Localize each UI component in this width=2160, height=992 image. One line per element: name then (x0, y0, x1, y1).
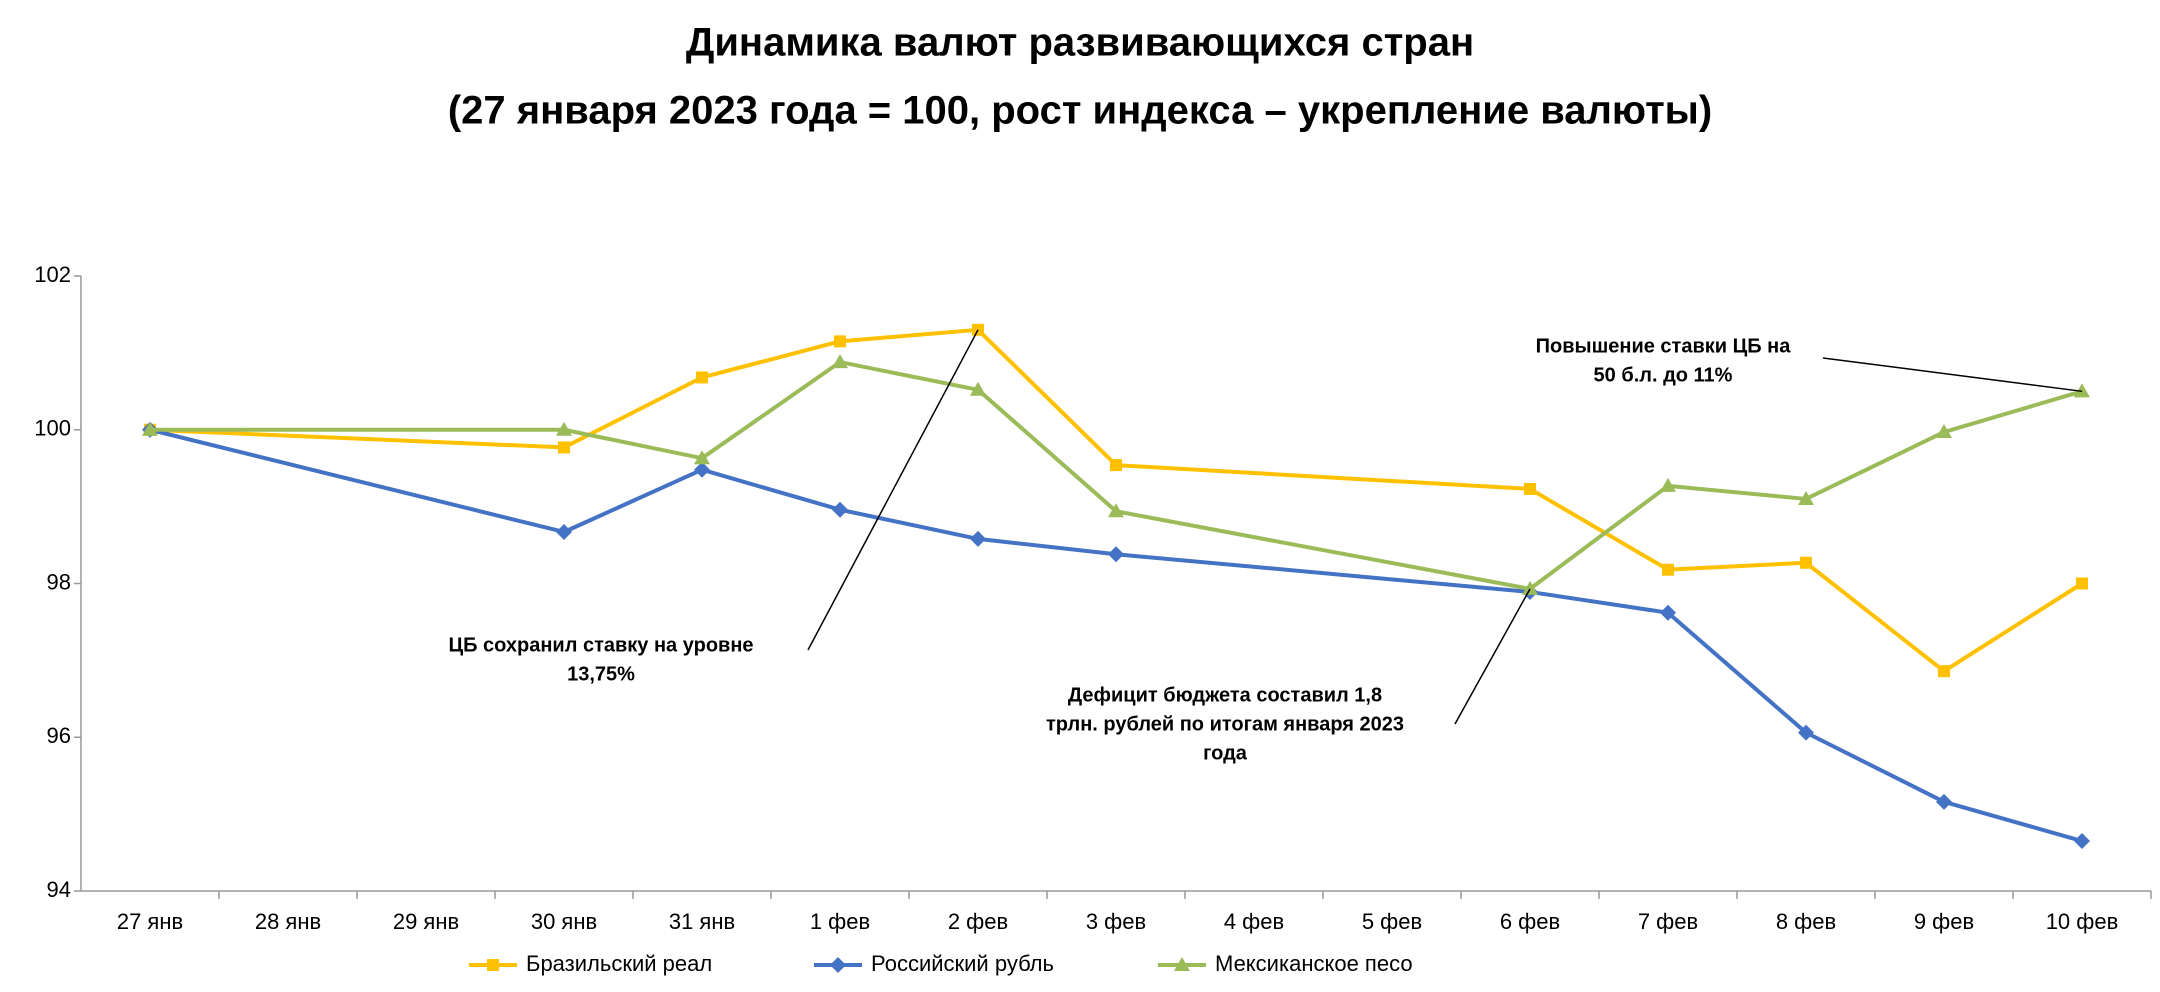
point (1110, 459, 1122, 472)
legend-marker (1174, 957, 1190, 971)
line-segment (1805, 730, 1945, 804)
legend-marker (830, 957, 846, 973)
point (142, 421, 158, 436)
point (1660, 477, 1676, 492)
point (1108, 503, 1124, 518)
x-tick-label: 7 фев (1638, 909, 1698, 934)
line-segment (563, 375, 703, 450)
x-tick-label: 6 фев (1500, 909, 1560, 934)
line-segment (1528, 484, 1670, 591)
line-segment (1115, 463, 1531, 491)
line-segment (1528, 487, 1670, 572)
line-segment (1529, 589, 1669, 615)
legend-marker (487, 959, 499, 971)
point (2074, 383, 2090, 398)
line-segment (563, 427, 703, 461)
point (1522, 580, 1538, 595)
annotation: трлн. рублей по итогам января 2023 (1046, 713, 1404, 735)
point (834, 335, 846, 348)
y-tick-label: 102 (34, 262, 71, 287)
y-tick-label: 94 (47, 877, 71, 902)
line-segment (976, 328, 1118, 467)
point (1936, 793, 1952, 810)
chart-title: Динамика валют развивающихся стран (686, 21, 1474, 65)
line-segment (976, 388, 1118, 513)
x-tick-label: 27 янв (117, 909, 183, 934)
point (556, 421, 572, 436)
point (1662, 563, 1674, 576)
line-segment (149, 427, 565, 534)
annotation: Дефицит бюджета составил 1,8 (1068, 684, 1382, 706)
x-tick-label: 29 янв (393, 909, 459, 934)
annotation-leader (1822, 357, 2083, 393)
y-tick-label: 98 (47, 569, 71, 594)
line-segment (701, 467, 841, 512)
line-segment (839, 327, 979, 344)
annotation: 13,75% (567, 663, 635, 685)
line-segment (977, 536, 1117, 557)
point (1800, 556, 1812, 569)
annotation-leader (1454, 588, 1531, 725)
point (556, 523, 572, 540)
line-segment (839, 507, 979, 541)
line-segment (1942, 581, 2084, 673)
line-segment (1115, 509, 1531, 591)
line-segment (1943, 799, 2083, 843)
line-segment (149, 427, 565, 450)
point (1524, 482, 1536, 495)
point (970, 530, 986, 547)
point (832, 354, 848, 369)
line-segment (1804, 561, 1946, 673)
point (1938, 665, 1950, 678)
line-segment (1667, 560, 1807, 572)
annotation: ЦБ сохранил ставку на уровне (448, 634, 753, 656)
point (970, 381, 986, 396)
point (2076, 577, 2088, 590)
line-segment (1805, 430, 1945, 501)
x-tick-label: 8 фев (1776, 909, 1836, 934)
line-segment (1667, 483, 1807, 501)
annotation-leader (807, 329, 979, 651)
x-tick-label: 30 янв (531, 909, 597, 934)
line-segment (563, 467, 703, 534)
point (558, 441, 570, 454)
annotation: 50 б.л. до 11% (1594, 364, 1733, 386)
line-segment (1115, 552, 1531, 594)
x-tick-label: 9 фев (1914, 909, 1974, 934)
annotation: года (1203, 742, 1248, 764)
x-tick-label: 28 янв (255, 909, 321, 934)
line-segment (700, 360, 842, 460)
y-tick-label: 100 (34, 416, 71, 441)
line-segment (1943, 389, 2083, 434)
point (1798, 724, 1814, 741)
chart-subtitle: (27 января 2023 года = 100, рост индекса… (448, 89, 1712, 133)
point (1660, 604, 1676, 621)
x-tick-label: 4 фев (1224, 909, 1284, 934)
legend-label: Мексиканское песо (1215, 951, 1413, 976)
x-tick-label: 31 янв (669, 909, 735, 934)
point (1798, 490, 1814, 505)
legend-label: Российский рубль (871, 951, 1054, 976)
x-tick-label: 5 фев (1362, 909, 1422, 934)
point (694, 461, 710, 478)
x-tick-label: 2 фев (948, 909, 1008, 934)
y-tick-label: 96 (47, 723, 71, 748)
line-segment (701, 339, 841, 380)
point (832, 501, 848, 518)
line-segment (1666, 611, 1808, 735)
point (694, 450, 710, 465)
line-segment (839, 360, 979, 392)
annotation: Повышение ставки ЦБ на (1536, 335, 1792, 357)
point (2074, 833, 2090, 850)
x-tick-label: 3 фев (1086, 909, 1146, 934)
point (696, 371, 708, 384)
x-tick-label: 1 фев (810, 909, 870, 934)
point (1936, 424, 1952, 439)
x-tick-label: 10 фев (2046, 909, 2119, 934)
legend-label: Бразильский реал (526, 951, 712, 976)
point (1108, 546, 1124, 563)
